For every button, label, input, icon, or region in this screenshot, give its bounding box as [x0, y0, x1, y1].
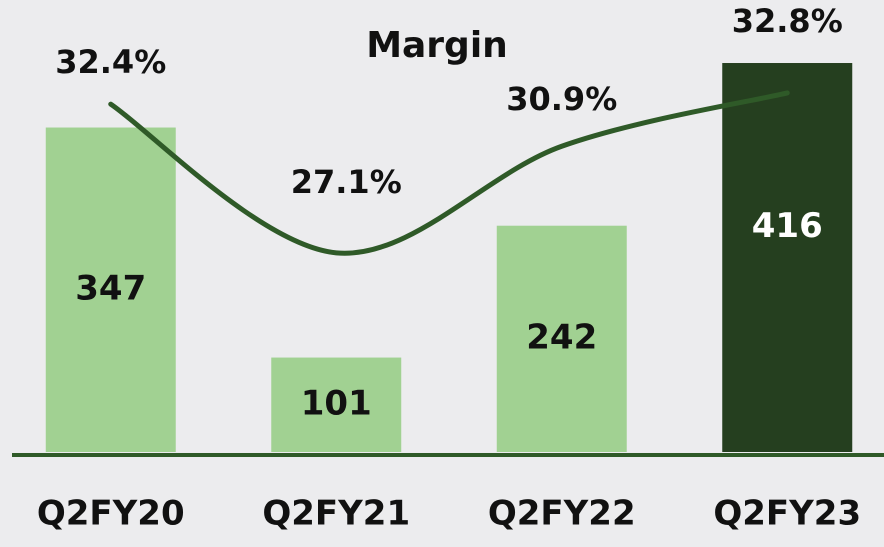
chart-title: Margin: [366, 25, 508, 66]
line-value-label: 32.4%: [55, 43, 166, 81]
x-tick-label: Q2FY23: [713, 494, 861, 534]
x-tick-label: Q2FY22: [488, 494, 636, 534]
bar-value-label: 101: [301, 383, 372, 423]
bar-value-label: 416: [752, 206, 823, 246]
x-tick-label: Q2FY21: [262, 494, 410, 534]
line-value-label: 27.1%: [291, 163, 402, 201]
chart: Margin 347 101 242 416 32.4% 27.1% 30.9% 32.8% Q…: [0, 0, 884, 547]
x-tick-label: Q2FY20: [37, 494, 185, 534]
bar-value-label: 347: [75, 268, 146, 308]
bar-value-label: 242: [526, 317, 597, 357]
line-value-label: 30.9%: [506, 80, 617, 118]
line-value-label: 32.8%: [732, 2, 843, 40]
bar: [722, 63, 852, 452]
